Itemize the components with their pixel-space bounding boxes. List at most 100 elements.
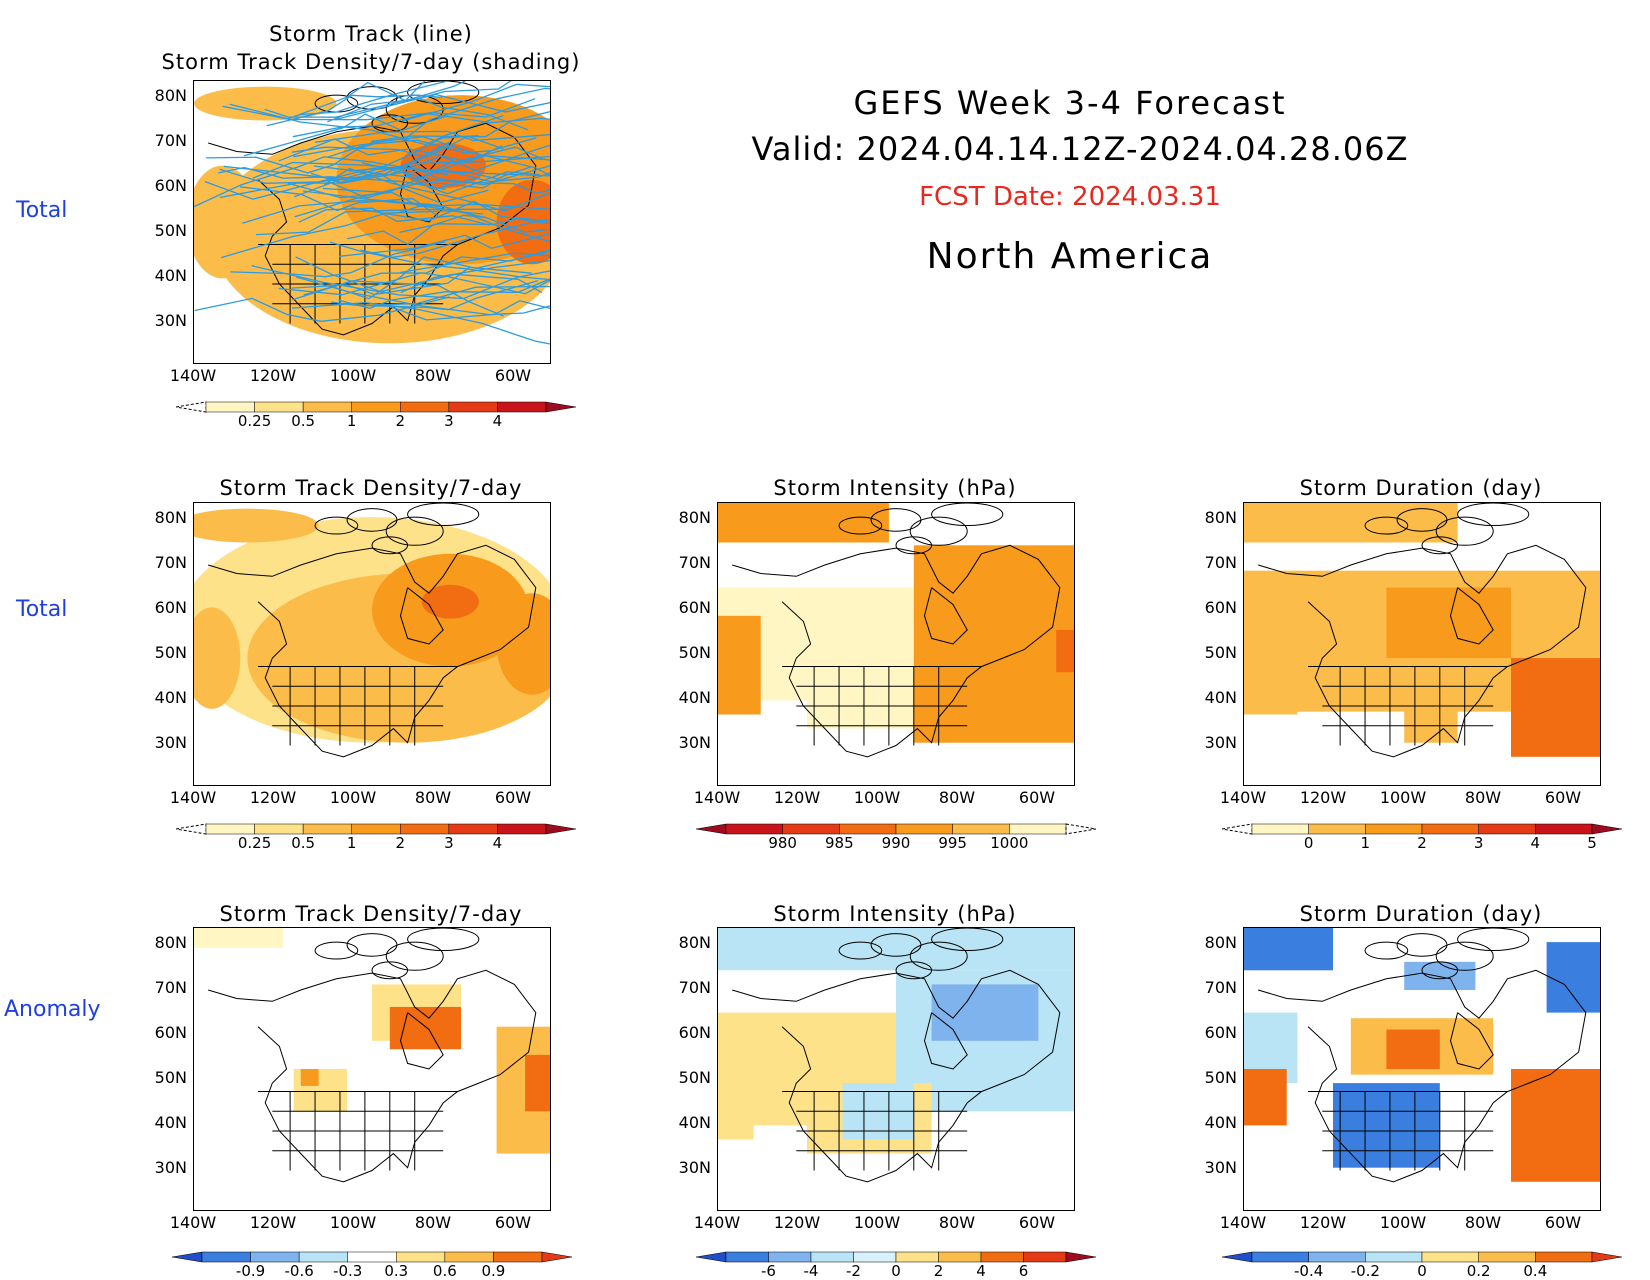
latitude-label: 50N xyxy=(1204,643,1237,662)
colorbar xyxy=(176,823,576,835)
latitude-label: 70N xyxy=(1204,553,1237,572)
longitude-label: 140W xyxy=(169,788,217,807)
panel-title: Storm Intensity (hPa) xyxy=(773,902,1017,926)
panel-title: Storm Track Density/7-day xyxy=(219,476,523,500)
map-panel xyxy=(1243,502,1601,786)
colorbar xyxy=(1222,1251,1622,1263)
latitude-label: 80N xyxy=(678,933,711,952)
latitude-label: 30N xyxy=(154,311,187,330)
longitude-label: 140W xyxy=(693,788,741,807)
forecast-title: GEFS Week 3-4 Forecast xyxy=(853,84,1287,122)
latitude-label: 40N xyxy=(1204,688,1237,707)
map-panel xyxy=(193,80,551,364)
latitude-label: 30N xyxy=(678,1158,711,1177)
longitude-label: 80W xyxy=(1464,1213,1502,1232)
latitude-label: 70N xyxy=(154,978,187,997)
forecast-date: FCST Date: 2024.03.31 xyxy=(919,182,1221,212)
latitude-label: 70N xyxy=(154,131,187,150)
longitude-label: 80W xyxy=(1464,788,1502,807)
latitude-label: 60N xyxy=(1204,598,1237,617)
latitude-label: 50N xyxy=(154,1068,187,1087)
longitude-label: 120W xyxy=(249,366,297,385)
longitude-label: 100W xyxy=(329,1213,377,1232)
latitude-label: 60N xyxy=(154,1023,187,1042)
latitude-label: 50N xyxy=(154,221,187,240)
longitude-label: 100W xyxy=(853,788,901,807)
longitude-label: 60W xyxy=(1018,788,1056,807)
longitude-label: 100W xyxy=(1379,788,1427,807)
colorbar-label: 4 xyxy=(492,834,503,852)
longitude-label: 80W xyxy=(414,788,452,807)
latitude-label: 30N xyxy=(678,733,711,752)
colorbar-label: -0.2 xyxy=(1350,1262,1380,1280)
colorbar-label: 5 xyxy=(1587,834,1597,852)
colorbar-label: 0.5 xyxy=(291,834,316,852)
latitude-label: 80N xyxy=(678,508,711,527)
latitude-label: 80N xyxy=(1204,933,1237,952)
latitude-label: 40N xyxy=(154,1113,187,1132)
region-name: North America xyxy=(926,236,1214,277)
panel-title: Storm Intensity (hPa) xyxy=(773,476,1017,500)
colorbar-label: 0.5 xyxy=(291,412,316,430)
longitude-label: 60W xyxy=(494,366,532,385)
longitude-label: 120W xyxy=(773,788,821,807)
longitude-label: 100W xyxy=(329,788,377,807)
colorbar-label: 980 xyxy=(768,834,797,852)
map-panel xyxy=(193,502,551,786)
latitude-label: 50N xyxy=(1204,1068,1237,1087)
latitude-label: 70N xyxy=(678,978,711,997)
colorbar-label: 2 xyxy=(395,834,406,852)
colorbar-label: 0 xyxy=(891,1262,901,1280)
row-label-total-1: Total xyxy=(16,198,68,223)
longitude-label: 120W xyxy=(249,1213,297,1232)
map-shading xyxy=(1244,928,1600,1183)
latitude-label: 60N xyxy=(154,598,187,617)
latitude-label: 60N xyxy=(1204,1023,1237,1042)
panel-title: Storm Duration (day) xyxy=(1299,902,1543,926)
longitude-label: 140W xyxy=(693,1213,741,1232)
colorbar-label: 4 xyxy=(976,1262,986,1280)
longitude-label: 140W xyxy=(1219,1213,1267,1232)
longitude-label: 100W xyxy=(1379,1213,1427,1232)
colorbar-label: 3 xyxy=(444,412,454,430)
map-shading xyxy=(1244,503,1600,758)
latitude-label: 50N xyxy=(154,643,187,662)
longitude-label: 80W xyxy=(938,1213,976,1232)
map-shading xyxy=(194,503,550,758)
map-shading xyxy=(718,928,1074,1183)
colorbar-label: 990 xyxy=(881,834,911,852)
colorbar-label: 1 xyxy=(1360,834,1371,852)
colorbar-label: 985 xyxy=(825,834,854,852)
colorbar xyxy=(172,1251,572,1263)
longitude-label: 80W xyxy=(414,366,452,385)
colorbar-label: 0.9 xyxy=(481,1262,506,1280)
latitude-label: 60N xyxy=(678,598,711,617)
latitude-label: 30N xyxy=(154,733,187,752)
colorbar-label: 0.25 xyxy=(237,412,272,430)
colorbar xyxy=(1222,823,1622,835)
latitude-label: 40N xyxy=(154,688,187,707)
panel-title: Storm Track (line) xyxy=(269,22,473,46)
colorbar-label: 3 xyxy=(444,834,454,852)
colorbar-label: 4 xyxy=(492,412,503,430)
longitude-label: 60W xyxy=(1544,1213,1582,1232)
colorbar-label: 1 xyxy=(346,412,357,430)
latitude-label: 40N xyxy=(678,688,711,707)
latitude-label: 40N xyxy=(154,266,187,285)
colorbar-label: 0.2 xyxy=(1466,1262,1491,1280)
latitude-label: 60N xyxy=(678,1023,711,1042)
map-panel xyxy=(1243,927,1601,1211)
panel-title: Storm Track Density/7-day xyxy=(219,902,523,926)
colorbar-label: 0 xyxy=(1303,834,1314,852)
longitude-label: 60W xyxy=(494,788,532,807)
colorbar-label: 0 xyxy=(1417,1262,1427,1280)
latitude-label: 40N xyxy=(1204,1113,1237,1132)
map-shading xyxy=(718,503,1074,758)
colorbar-label: 0.4 xyxy=(1523,1262,1548,1280)
longitude-label: 120W xyxy=(1299,1213,1347,1232)
colorbar xyxy=(176,401,576,413)
latitude-label: 30N xyxy=(1204,1158,1237,1177)
colorbar-label: 3 xyxy=(1473,834,1484,852)
row-label-total-2: Total xyxy=(16,597,68,622)
colorbar-label: 2 xyxy=(1417,834,1427,852)
